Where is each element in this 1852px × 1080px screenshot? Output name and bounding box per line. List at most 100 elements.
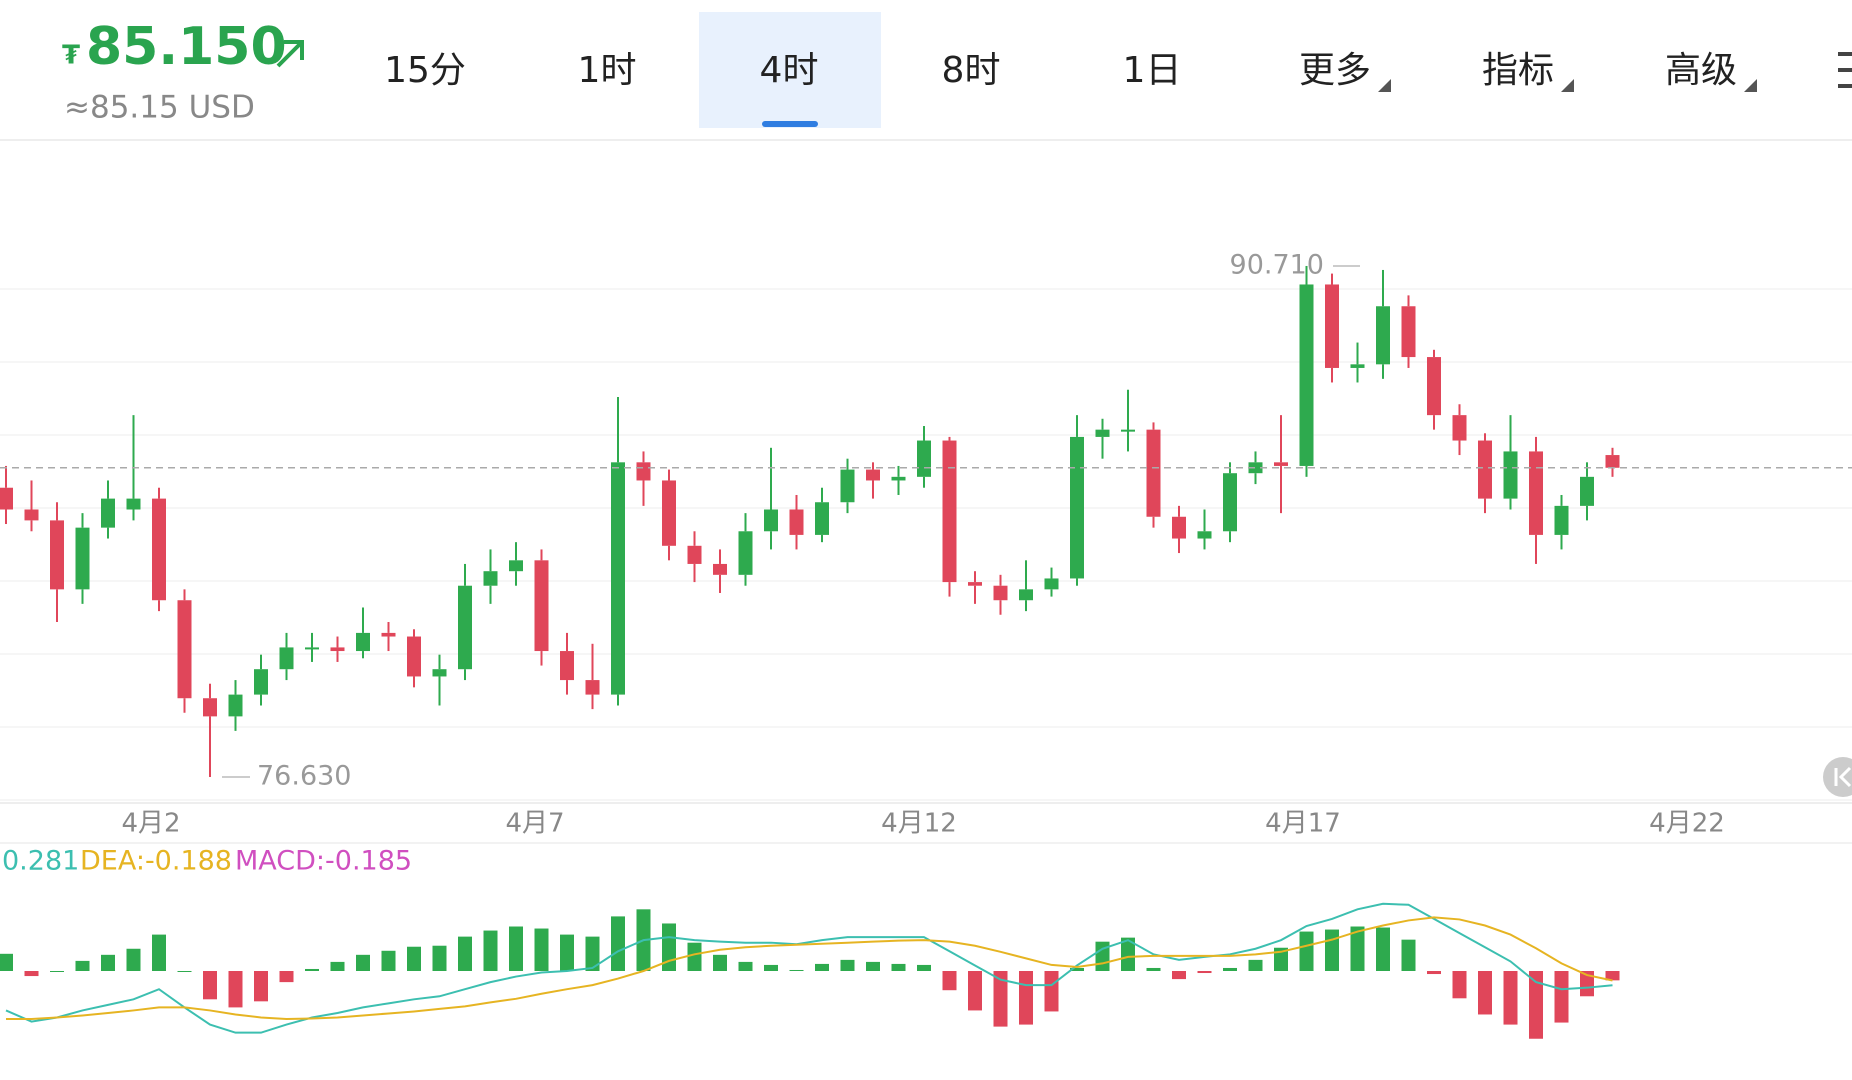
candle-body [611,462,625,695]
tab[interactable]: 4时 [760,50,819,91]
macd-bar [713,954,727,971]
candle-body [483,571,498,586]
macd-bar [228,971,243,1008]
macd-bar [458,936,472,971]
macd-bar [1478,971,1492,1015]
macd-bar [305,968,319,971]
candle-body [152,498,166,601]
candle-body [75,527,90,590]
macd-bar [279,971,294,983]
candle-body [764,509,778,532]
tab[interactable]: 高级 [1665,50,1737,91]
macd-bar [1325,929,1339,971]
candle-body [101,498,115,528]
candle-body [993,585,1008,601]
candle-body [636,462,651,481]
menu-icon[interactable] [1838,52,1852,88]
macd-bar [1376,927,1390,971]
macd-bar [75,960,90,971]
collapse-button[interactable] [1823,757,1852,797]
candle-body [1605,455,1620,468]
tab[interactable]: 15分 [384,50,466,91]
macd-bar [534,928,549,971]
macd-bar [1223,967,1237,971]
tab[interactable]: 更多 [1299,50,1371,91]
candle-body [1478,440,1492,499]
macd-bar [1121,937,1135,971]
macd-bar [1605,971,1620,981]
macd-bar [968,971,982,1011]
candle-body [254,669,268,695]
active-tab-underline [762,121,818,127]
up-arrow [276,40,304,68]
candle-body [1019,589,1033,601]
candle-body [1529,451,1543,535]
macd-bar [483,930,498,971]
candle-body [1580,476,1594,506]
candle-body [1223,473,1237,532]
macd-bar [1197,971,1212,974]
macd-bar [152,934,166,971]
currency-symbol: ₮ [62,41,80,71]
candle-body [458,585,472,670]
candle-body [407,636,421,677]
candle-body [24,509,39,521]
candle-body [815,502,829,535]
candle-body [1121,429,1135,432]
macd-bar [1146,967,1161,971]
candle-body [917,440,931,477]
dropdown-caret [1378,79,1391,92]
tab[interactable]: 1日 [1123,50,1182,91]
x-tick-label: 4月12 [881,809,957,839]
macd-bar [509,926,523,971]
macd-bar [407,946,421,971]
price: 85.150 [86,17,287,77]
dropdown-caret [1744,79,1757,92]
candle-body [330,647,345,652]
macd-bar [1172,971,1186,980]
macd-bar [789,969,804,971]
candle-body [1248,462,1263,474]
macd-bar [560,934,574,971]
macd-bar [381,950,396,971]
candle-body [1452,415,1467,441]
macd-bar [611,916,625,971]
macd-bar [356,954,370,971]
macd-label: DEA:-0.188 [80,846,232,877]
candle-body [1401,306,1416,358]
x-tick-label: 4月2 [121,809,180,839]
candle-body [203,698,217,717]
x-tick-label: 4月7 [505,809,564,839]
macd-bar [1427,971,1441,975]
macd-bar [126,948,141,971]
candle-body [0,487,13,510]
candle-body [509,560,523,572]
candle-body [279,647,294,670]
macd-bar [815,963,829,971]
candle-body [1274,462,1288,466]
candle-body [381,632,396,637]
macd-bar [942,971,957,991]
candle-body [1554,505,1569,535]
candle-body [891,476,906,481]
macd-bar [1554,971,1569,1023]
macd-bar [177,971,192,972]
candle-body [585,680,600,695]
tab[interactable]: 指标 [1482,50,1554,91]
candle-body [1146,429,1161,517]
low-label: 76.630 [257,760,351,791]
tab[interactable]: 1时 [578,50,637,91]
candle-body [1503,451,1518,499]
macd-bar [1248,959,1263,971]
candle-body [1427,357,1441,416]
macd-bar [203,971,217,1000]
tab[interactable]: 8时 [942,50,1001,91]
candle-body [789,509,804,535]
candle-body [1044,578,1059,590]
macd-bar [0,953,13,971]
macd-label: 0.281 [2,846,79,877]
macd-bar [1299,931,1314,971]
candle-body [840,469,855,503]
candle-body [560,651,574,681]
